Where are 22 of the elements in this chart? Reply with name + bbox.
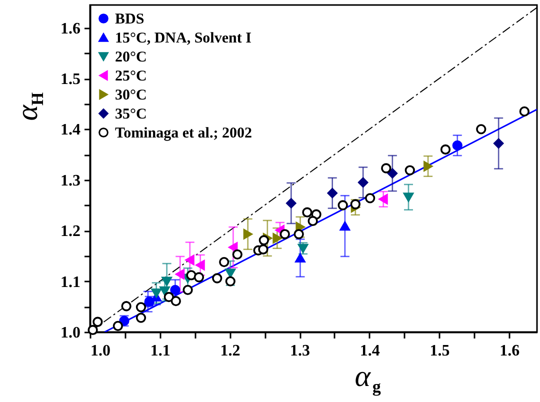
- legend-label: 15°C, DNA, Solvent I: [115, 30, 252, 46]
- x-tick-label: 1.1: [150, 342, 170, 360]
- legend-label: 25°C: [115, 68, 147, 84]
- x-tick-label: 1.2: [220, 342, 240, 360]
- y-tick-label: 1.3: [60, 172, 80, 190]
- x-tick-label: 1.0: [90, 342, 110, 360]
- x-tick-label: 1.3: [290, 342, 310, 360]
- x-tick-label: 1.4: [360, 342, 380, 360]
- y-tick-label: 1.1: [60, 274, 80, 291]
- y-tick-label: 1.2: [60, 223, 80, 240]
- legend-label: 30°C: [115, 88, 147, 104]
- y-tick-label: 1.5: [60, 71, 80, 88]
- y-tick-label: 1.0: [60, 324, 80, 342]
- legend-label: 35°C: [115, 106, 147, 122]
- y-axis-title: αH: [11, 92, 47, 121]
- legend-label: 20°C: [115, 50, 147, 66]
- x-tick-label: 1.6: [500, 342, 520, 360]
- y-tick-label: 1.6: [60, 20, 80, 38]
- y-tick-label: 1.4: [60, 122, 80, 139]
- legend-label: BDS: [115, 12, 144, 28]
- legend-label: Tominaga et al.; 2002: [115, 126, 252, 142]
- x-tick-label: 1.5: [430, 342, 450, 360]
